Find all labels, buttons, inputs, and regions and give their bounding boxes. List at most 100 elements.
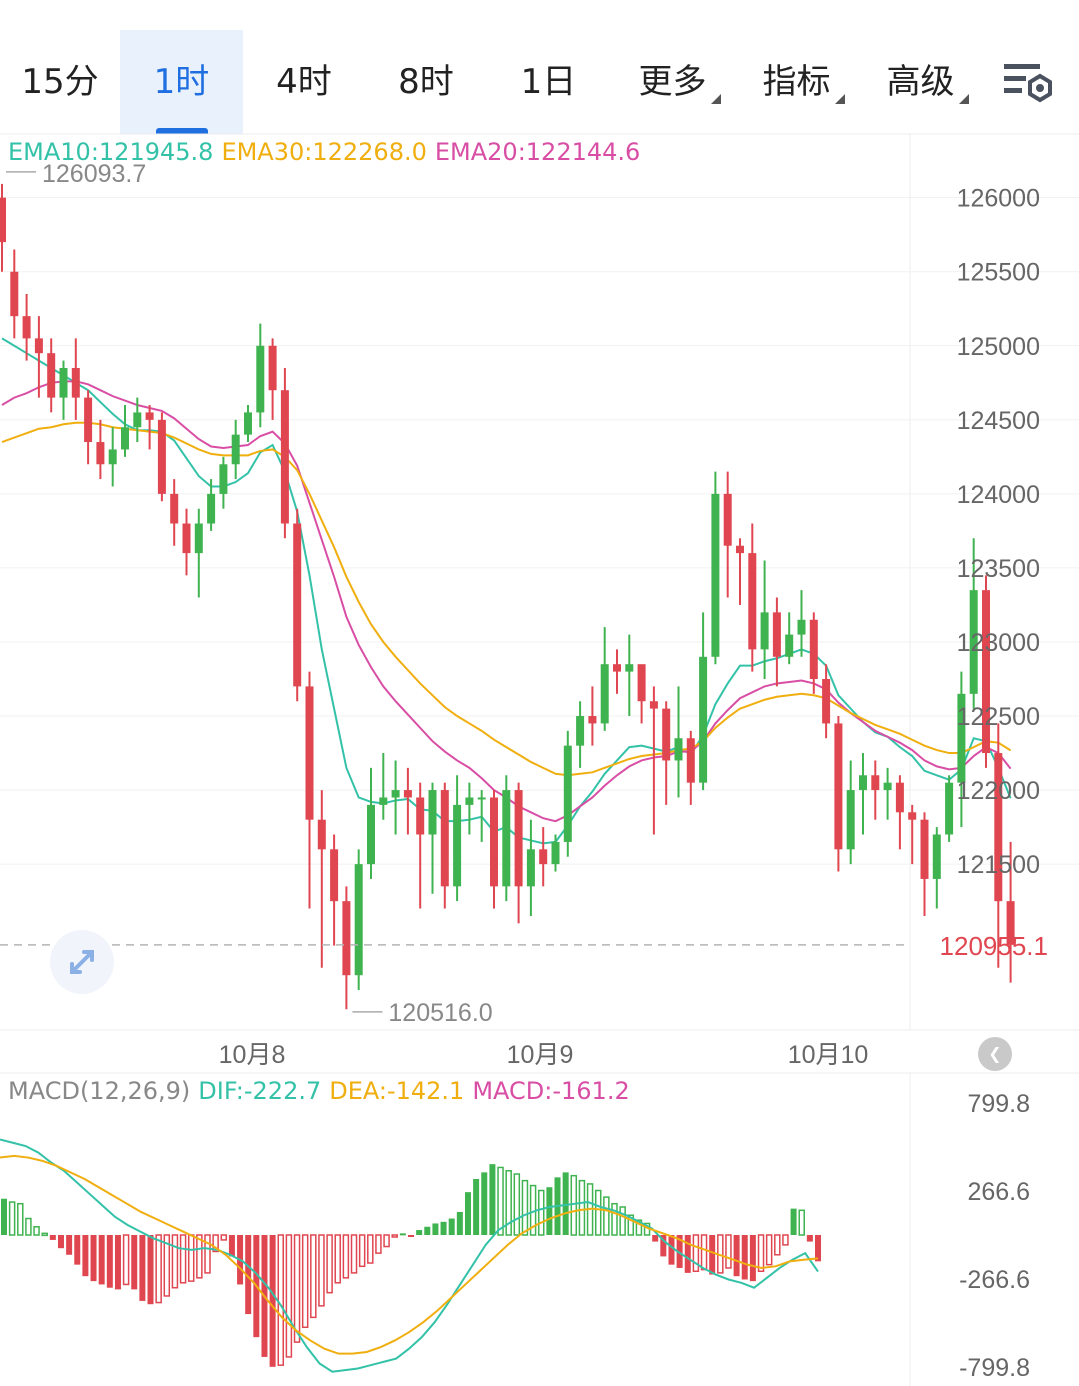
tab-3[interactable]: 4时	[243, 30, 365, 134]
macd-bar	[310, 1234, 317, 1319]
candle-body	[539, 849, 548, 865]
macd-bar	[481, 1172, 488, 1235]
tab-2[interactable]: 1时	[120, 30, 243, 134]
candle-body	[354, 864, 363, 976]
macd-bar	[155, 1234, 162, 1304]
macd-bar	[1, 1198, 7, 1235]
tab-label: 8时	[398, 62, 454, 102]
price-tick-label: 123500	[957, 555, 1040, 583]
candle-body	[440, 790, 449, 887]
tab-1[interactable]: 15分	[0, 30, 120, 134]
macd-bar	[245, 1235, 252, 1315]
candle-body	[772, 612, 781, 657]
candle-body	[945, 782, 954, 835]
candle-body	[551, 841, 560, 865]
macd-bar	[220, 1234, 228, 1241]
macd-bar	[424, 1226, 431, 1235]
candle-body	[342, 901, 351, 976]
candle-body	[994, 753, 1003, 902]
expand-chart-button[interactable]	[50, 930, 114, 994]
candle-body	[108, 449, 117, 465]
ema20-line	[1, 380, 1012, 823]
candle-body	[908, 812, 917, 820]
macd-bar	[489, 1164, 496, 1235]
candle-body	[477, 797, 486, 800]
macd-bar	[733, 1235, 740, 1277]
macd-bar	[326, 1234, 333, 1294]
ema30-legend: EMA30:122268.0	[221, 138, 427, 166]
candle-body	[391, 790, 400, 798]
candle-body	[84, 397, 93, 443]
candle-body	[1006, 901, 1015, 945]
expand-icon	[70, 950, 94, 974]
tab-label: 高级	[887, 30, 969, 134]
dropdown-triangle-icon	[958, 94, 969, 104]
candle-body	[982, 590, 990, 754]
macd-bar	[537, 1189, 545, 1236]
tab-7[interactable]: 指标	[735, 30, 858, 134]
macd-bar	[74, 1235, 81, 1265]
candle-body	[317, 819, 326, 850]
macd-tick-label: 799.8	[967, 1090, 1030, 1118]
candle-body	[797, 619, 806, 635]
macd-bar	[228, 1235, 235, 1257]
price-tick-label: 124000	[957, 481, 1040, 509]
candle-body	[10, 271, 19, 317]
scroll-to-latest-button[interactable]: ❮	[978, 1037, 1012, 1071]
candle-body	[514, 790, 523, 887]
tab-6[interactable]: 更多	[610, 30, 735, 134]
macd-bar	[676, 1235, 683, 1268]
tab-label: 4时	[276, 62, 332, 102]
price-tick-label: 125000	[957, 333, 1040, 361]
tab-5[interactable]: 1日	[487, 30, 610, 134]
candle-body	[219, 464, 228, 494]
tab-label: 指标	[763, 30, 845, 134]
macd-bar	[603, 1196, 610, 1236]
candle-body	[736, 545, 744, 554]
candle-body	[428, 790, 437, 835]
macd-bar	[684, 1235, 691, 1273]
candle-body	[231, 434, 240, 465]
candles	[0, 183, 1015, 1010]
macd-bar	[546, 1187, 553, 1235]
macd-bar	[301, 1234, 309, 1329]
candle-body	[465, 797, 474, 805]
dif-line	[0, 1138, 819, 1373]
macd-bar	[383, 1234, 390, 1248]
macd-bar	[25, 1217, 32, 1236]
candle-body	[96, 442, 105, 465]
price-tick-label: 126000	[957, 185, 1040, 213]
candle-body	[723, 493, 732, 546]
macd-bar	[139, 1235, 146, 1301]
macd-bar	[749, 1235, 756, 1282]
macd-bar	[815, 1235, 821, 1262]
macd-bar	[440, 1221, 447, 1235]
low-marker-label: 120516.0	[388, 999, 492, 1027]
tab-4[interactable]: 8时	[365, 30, 487, 134]
candle-body	[588, 716, 597, 724]
macd-bar	[122, 1234, 130, 1286]
price-tick-label: 122500	[957, 703, 1040, 731]
macd-bar	[782, 1234, 789, 1246]
chart-settings-icon[interactable]	[1000, 58, 1056, 108]
candle-body	[883, 782, 892, 791]
macd-bar	[114, 1235, 121, 1290]
candle-body	[121, 427, 129, 450]
candle-body	[207, 493, 216, 524]
macd-bar	[627, 1214, 635, 1236]
macd-bar	[709, 1235, 716, 1275]
candle-body	[834, 723, 843, 850]
tab-8[interactable]: 高级	[858, 30, 983, 134]
macd-bar	[277, 1234, 285, 1366]
macd-bar	[204, 1234, 211, 1274]
macd-bar	[66, 1235, 73, 1255]
ema20-legend: EMA20:122144.6	[434, 138, 641, 166]
candle-body	[625, 664, 634, 672]
macd-bar	[285, 1234, 293, 1358]
candle-body	[256, 345, 265, 413]
candle-body	[280, 390, 289, 524]
price-tick-label: 122000	[957, 777, 1040, 805]
candle-body	[71, 367, 80, 398]
macd-bar	[334, 1234, 341, 1284]
